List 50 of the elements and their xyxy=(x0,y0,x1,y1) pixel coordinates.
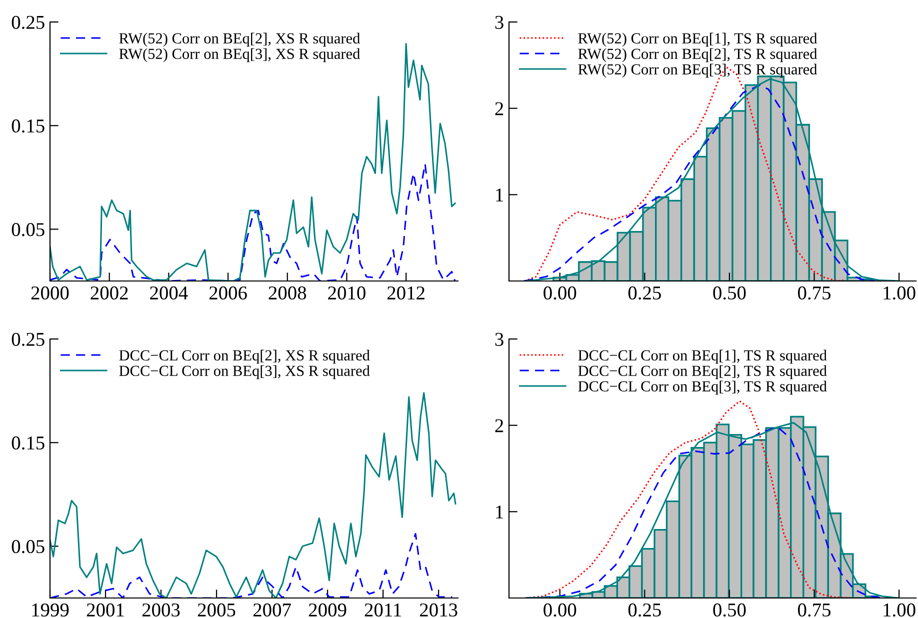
legend-label: DCC−CL Corr on BEq[3], TS R squared xyxy=(578,380,827,395)
x-tick-label: 2009 xyxy=(308,603,346,617)
x-tick-label: 0.00 xyxy=(544,286,576,300)
x-tick-label: 2008 xyxy=(268,286,306,300)
legend-label: RW(52) Corr on BEq[2], TS R squared xyxy=(578,48,818,62)
legend-label: RW(52) Corr on BEq[2], XS R squared xyxy=(119,32,360,47)
x-tick-label: 2010 xyxy=(328,286,366,300)
x-tick-label: 1999 xyxy=(32,603,69,617)
x-tick-label: 2001 xyxy=(86,603,124,617)
x-tick-label: 2003 xyxy=(142,603,180,617)
x-tick-label: 0.25 xyxy=(628,603,661,617)
x-tick-label: 2011 xyxy=(364,603,401,617)
x-tick-label: 0.50 xyxy=(713,603,746,617)
line-series xyxy=(50,533,453,598)
line-series xyxy=(50,392,456,598)
x-tick-label: 0.75 xyxy=(798,603,831,617)
line-series xyxy=(50,163,456,281)
y-tick-label: 0.25 xyxy=(12,332,44,346)
y-tick-label: 0.25 xyxy=(12,16,44,30)
y-tick-label: 0.15 xyxy=(12,436,44,450)
y-tick-label: 0.05 xyxy=(12,223,44,236)
legend-label: DCC−CL Corr on BEq[3], XS R squared xyxy=(119,365,370,380)
x-tick-label: 2004 xyxy=(150,286,188,300)
x-tick-label: 0.00 xyxy=(544,603,576,617)
legend-label: RW(52) Corr on BEq[3], TS R squared xyxy=(578,64,818,78)
y-tick-label: 3 xyxy=(495,332,504,346)
y-tick-label: 0.15 xyxy=(12,119,44,133)
legend-label: RW(52) Corr on BEq[3], XS R squared xyxy=(119,48,360,62)
x-tick-label: 2007 xyxy=(253,603,291,617)
x-tick-label: 0.75 xyxy=(798,286,831,300)
legend-label: DCC−CL Corr on BEq[1], TS R squared xyxy=(578,350,827,364)
x-tick-label: 2006 xyxy=(209,286,247,300)
legend-label: DCC−CL Corr on BEq[2], TS R squared xyxy=(578,365,827,380)
y-tick-label: 2 xyxy=(495,102,504,116)
legend-label: DCC−CL Corr on BEq[2], XS R squared xyxy=(119,350,370,364)
x-tick-label: 2012 xyxy=(387,286,424,300)
y-tick-label: 1 xyxy=(496,188,503,202)
y-tick-label: 2 xyxy=(495,419,504,432)
x-tick-label: 1.00 xyxy=(884,603,916,617)
x-tick-label: 2000 xyxy=(31,286,69,300)
y-tick-label: 3 xyxy=(495,16,504,29)
x-tick-label: 0.50 xyxy=(713,286,746,300)
x-tick-label: 2013 xyxy=(420,603,458,617)
x-tick-label: 0.25 xyxy=(628,286,661,300)
x-tick-label: 1.00 xyxy=(884,286,916,300)
y-tick-label: 0.05 xyxy=(12,540,44,554)
x-tick-label: 2005 xyxy=(198,603,236,617)
legend-label: RW(52) Corr on BEq[1], TS R squared xyxy=(578,32,818,47)
y-tick-label: 1 xyxy=(496,506,503,518)
x-tick-label: 2002 xyxy=(90,286,128,300)
